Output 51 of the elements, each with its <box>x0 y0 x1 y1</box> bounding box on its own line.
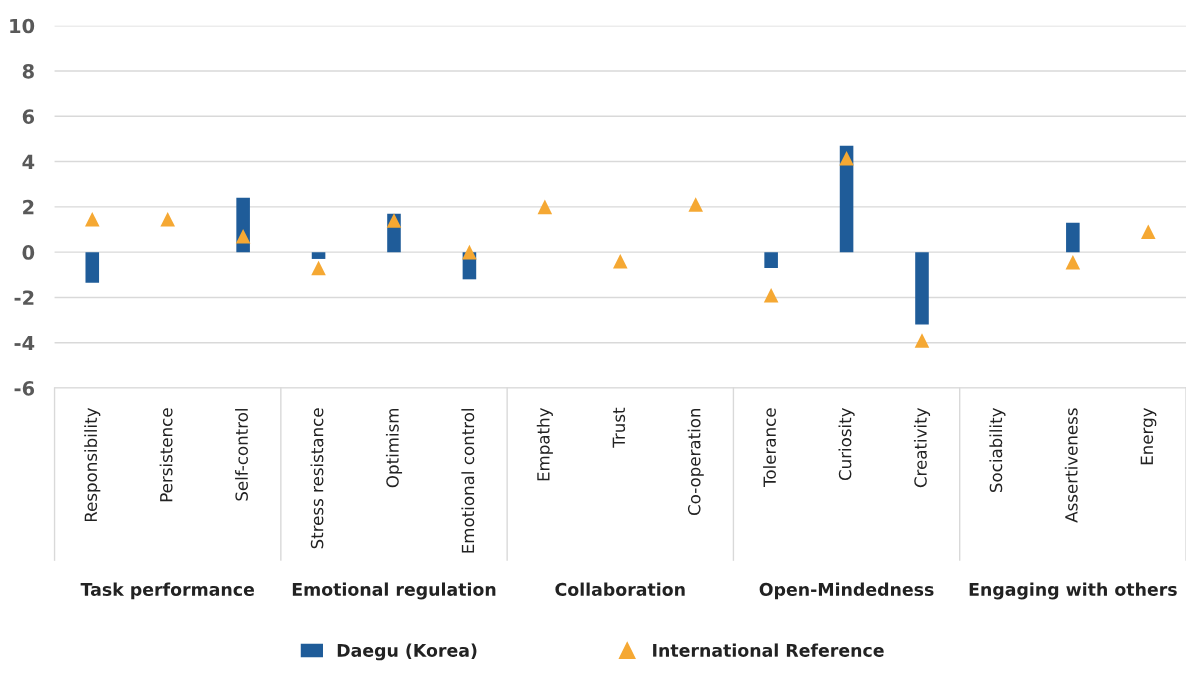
x-tick-label: Creativity <box>913 407 931 488</box>
y-tick-label: 6 <box>22 109 35 124</box>
point <box>763 287 779 303</box>
bar <box>1066 222 1080 253</box>
text: Emotional regulation <box>292 582 496 600</box>
bar <box>915 252 929 325</box>
x-tick-label: Tolerance <box>763 408 776 487</box>
point <box>386 213 402 228</box>
x-tick-label: Empathy <box>536 407 553 481</box>
y-tick-label: 2 <box>23 199 34 215</box>
x-tick-label: Sociability <box>989 407 1006 493</box>
y-tick-label: 10 <box>10 18 35 34</box>
x-tick-label: Assertiveness <box>1064 408 1078 523</box>
point <box>1141 224 1156 240</box>
point <box>160 212 175 227</box>
x-tick-label: Co-operation <box>687 408 704 516</box>
y-tick-label: 0 <box>22 245 35 260</box>
y-tick-label: -6 <box>14 381 35 396</box>
y-tick-label: 4 <box>22 154 35 169</box>
bar <box>85 252 100 283</box>
point <box>839 150 854 166</box>
x-tick-label: Curiosity <box>838 407 855 481</box>
x-tick-label: Self-control <box>235 409 248 501</box>
point <box>688 197 703 212</box>
x-tick-label: Emotional control <box>461 409 475 553</box>
legend-label: International Reference <box>653 643 884 657</box>
y-tick-label: 8 <box>22 63 34 79</box>
x-tick-label: Energy <box>1140 407 1157 465</box>
point <box>235 229 251 244</box>
x-tick-label: Trust <box>612 407 626 448</box>
x-tick-label: Persistence <box>159 408 173 502</box>
point <box>1065 255 1081 270</box>
x-tick-label: Stress resistance <box>310 408 324 549</box>
bar <box>311 252 326 259</box>
text: Task performance <box>80 582 254 600</box>
bar <box>839 145 854 253</box>
y-tick-label: -4 <box>14 335 35 351</box>
bar <box>764 252 778 268</box>
text: Engaging with others <box>969 582 1177 600</box>
x-tick-label: Optimism <box>385 408 403 488</box>
x-tick-label: Responsibility <box>84 407 101 522</box>
point <box>914 333 930 348</box>
point <box>84 212 100 227</box>
point <box>537 199 553 215</box>
text: Collaboration <box>555 582 685 596</box>
point <box>612 253 628 269</box>
point <box>462 244 477 260</box>
legend-label: Daegu (Korea) <box>337 643 477 661</box>
y-tick-label: -2 <box>14 290 34 305</box>
text: Open-Mindedness <box>759 582 934 600</box>
point <box>311 260 326 276</box>
